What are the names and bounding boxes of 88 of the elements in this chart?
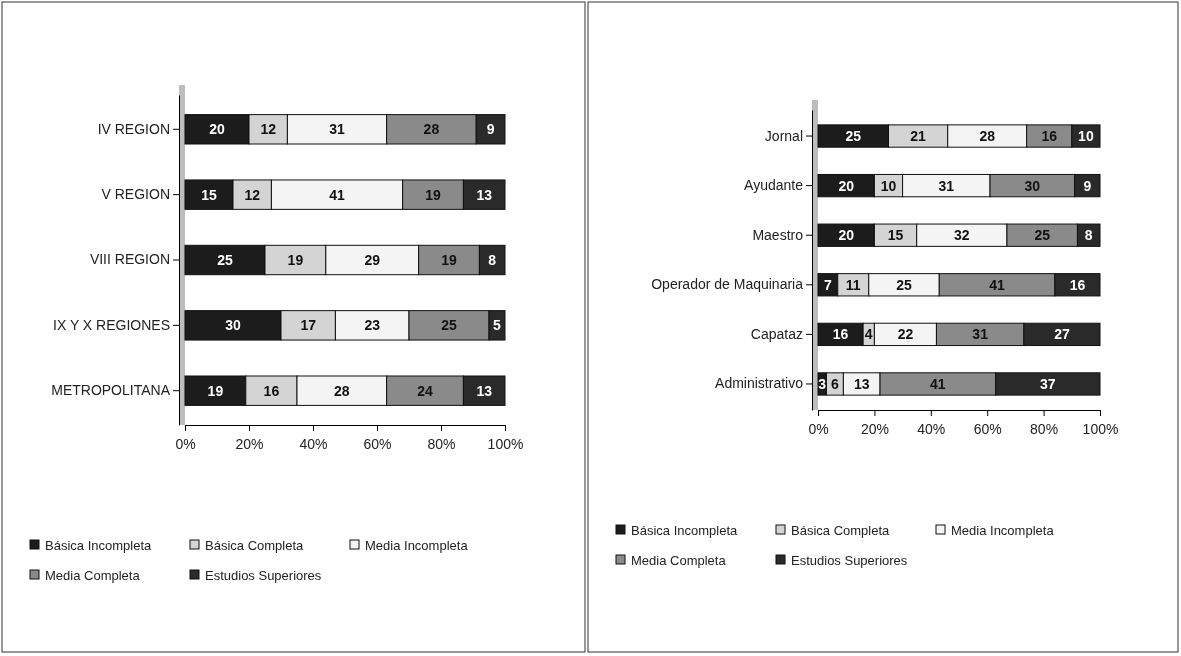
legend-label: Básica Completa — [791, 522, 891, 538]
data-label: 17 — [300, 317, 317, 334]
data-label: 19 — [425, 186, 441, 203]
y-tick-label: V REGION — [101, 186, 170, 203]
data-label: 15 — [201, 186, 217, 203]
x-tick-label: 100% — [1082, 421, 1119, 438]
data-label: 25 — [441, 317, 457, 334]
data-label: 31 — [972, 326, 989, 343]
data-label: 41 — [329, 186, 345, 203]
data-label: 16 — [1069, 276, 1086, 293]
data-label: 31 — [938, 177, 955, 194]
data-label: 19 — [207, 382, 224, 399]
data-label: 13 — [476, 382, 493, 399]
data-label: 25 — [1034, 227, 1051, 244]
data-label: 22 — [897, 326, 914, 343]
data-label: 25 — [896, 276, 913, 293]
x-tick-label: 0% — [175, 436, 196, 453]
legend-label: Básica Incompleta — [45, 537, 152, 553]
data-label: 28 — [423, 121, 440, 138]
legend-label: Básica Completa — [205, 537, 305, 553]
data-label: 12 — [260, 121, 277, 138]
data-label: 30 — [1024, 177, 1041, 194]
data-label: 16 — [832, 326, 849, 343]
x-tick-label: 80% — [1030, 421, 1059, 438]
data-label: 28 — [334, 382, 350, 399]
data-label: 29 — [364, 251, 381, 268]
legend-label: Media Completa — [631, 552, 727, 568]
y-tick-label: Operador de Maquinaria — [651, 276, 804, 293]
data-label: 5 — [493, 317, 502, 334]
x-tick-label: 40% — [299, 436, 328, 453]
y-tick-label: Ayudante — [744, 177, 804, 194]
x-tick-label: 20% — [860, 421, 889, 438]
data-label: 9 — [1083, 177, 1092, 194]
data-label: 10 — [1078, 127, 1094, 144]
data-label: 10 — [880, 177, 897, 194]
data-label: 24 — [417, 382, 433, 399]
legend-label: Media Incompleta — [951, 522, 1055, 538]
data-label: 8 — [488, 251, 497, 268]
legend-label: Media Completa — [45, 567, 141, 583]
data-label: 23 — [364, 317, 381, 334]
y-tick-label: Administrativo — [715, 375, 804, 392]
data-label: 25 — [845, 127, 862, 144]
y-tick-label: METROPOLITANA — [51, 382, 171, 399]
x-tick-label: 40% — [917, 421, 946, 438]
data-label: 31 — [329, 121, 345, 138]
legend-label: Estudios Superiores — [791, 552, 908, 568]
y-tick-label: VIII REGION — [89, 251, 170, 268]
legend-label: Básica Incompleta — [631, 522, 738, 538]
data-label: 21 — [910, 127, 927, 144]
x-tick-label: 60% — [363, 436, 392, 453]
data-label: 13 — [853, 375, 870, 392]
data-label: 3 — [818, 375, 827, 392]
data-label: 7 — [823, 276, 832, 293]
y-tick-label: Maestro — [752, 226, 804, 243]
y-tick-label: IX Y X REGIONES — [53, 316, 170, 333]
data-label: 41 — [989, 276, 1006, 293]
data-label: 41 — [930, 375, 946, 392]
data-label: 20 — [838, 177, 855, 194]
data-label: 19 — [441, 251, 457, 268]
data-label: 15 — [887, 227, 904, 244]
data-label: 4 — [864, 326, 873, 343]
data-label: 37 — [1040, 375, 1056, 392]
data-label: 8 — [1084, 227, 1093, 244]
data-label: 25 — [217, 251, 233, 268]
data-label: 11 — [845, 276, 861, 293]
y-tick-label: Capataz — [750, 325, 803, 342]
data-label: 20 — [838, 227, 855, 244]
x-tick-label: 20% — [235, 436, 264, 453]
x-tick-label: 80% — [427, 436, 456, 453]
data-label: 27 — [1054, 326, 1070, 343]
x-tick-label: 100% — [487, 436, 524, 453]
legend-label: Estudios Superiores — [205, 567, 322, 583]
legend-label: Media Incompleta — [365, 537, 469, 553]
data-label: 6 — [831, 375, 840, 392]
y-tick-label: Jornal — [764, 127, 803, 144]
x-tick-label: 60% — [973, 421, 1002, 438]
data-label: 20 — [209, 121, 225, 138]
data-label: 19 — [287, 251, 304, 268]
y-tick-label: IV REGION — [97, 120, 170, 137]
data-label: 28 — [979, 127, 996, 144]
data-label: 16 — [263, 382, 280, 399]
data-label: 9 — [486, 121, 495, 138]
data-label: 30 — [225, 317, 241, 334]
x-tick-label: 0% — [808, 421, 829, 438]
data-label: 12 — [244, 186, 261, 203]
data-label: 16 — [1041, 127, 1058, 144]
data-label: 32 — [954, 227, 970, 244]
data-label: 13 — [476, 186, 493, 203]
